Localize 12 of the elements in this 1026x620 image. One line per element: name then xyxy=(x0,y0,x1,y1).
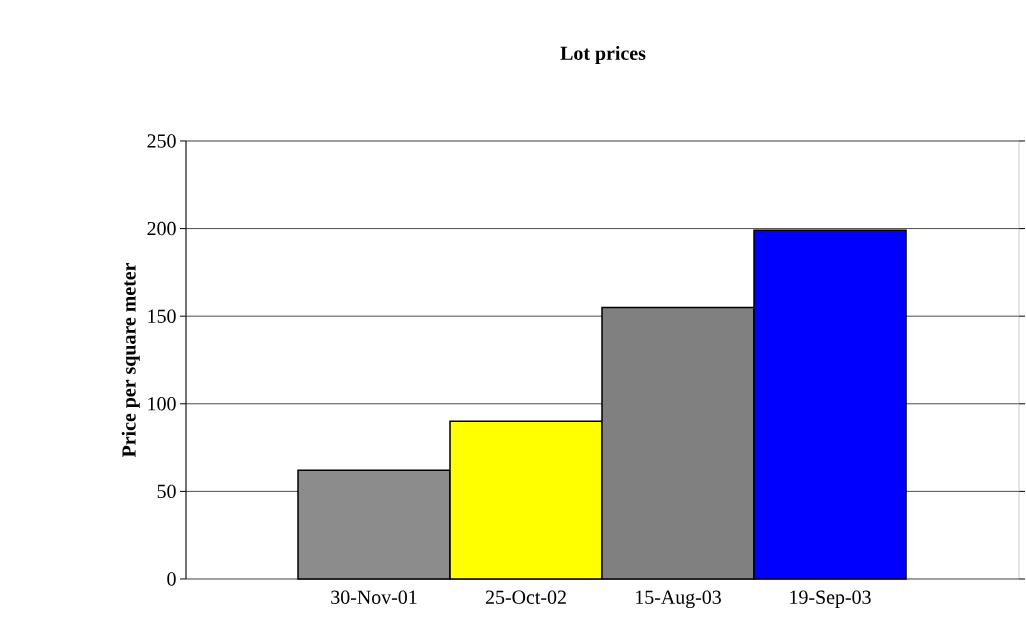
y-tick-label: 150 xyxy=(148,309,176,323)
y-axis-title: Price per square meter xyxy=(121,262,140,458)
y-tick-label: 250 xyxy=(147,134,176,148)
x-tick-label: 19-Sep-03 xyxy=(790,590,871,608)
y-tick-label: 0 xyxy=(167,572,176,586)
y-tick-label: 100 xyxy=(148,397,176,411)
x-tick-label: 25-Oct-02 xyxy=(485,590,566,604)
x-tick-label: 15-Aug-03 xyxy=(636,590,721,609)
y-tick-label: 50 xyxy=(157,484,176,499)
chart-title: Lot prices xyxy=(560,45,646,65)
y-tick-label: 200 xyxy=(147,221,176,236)
x-tick-label: 30-Nov-01 xyxy=(331,590,417,604)
